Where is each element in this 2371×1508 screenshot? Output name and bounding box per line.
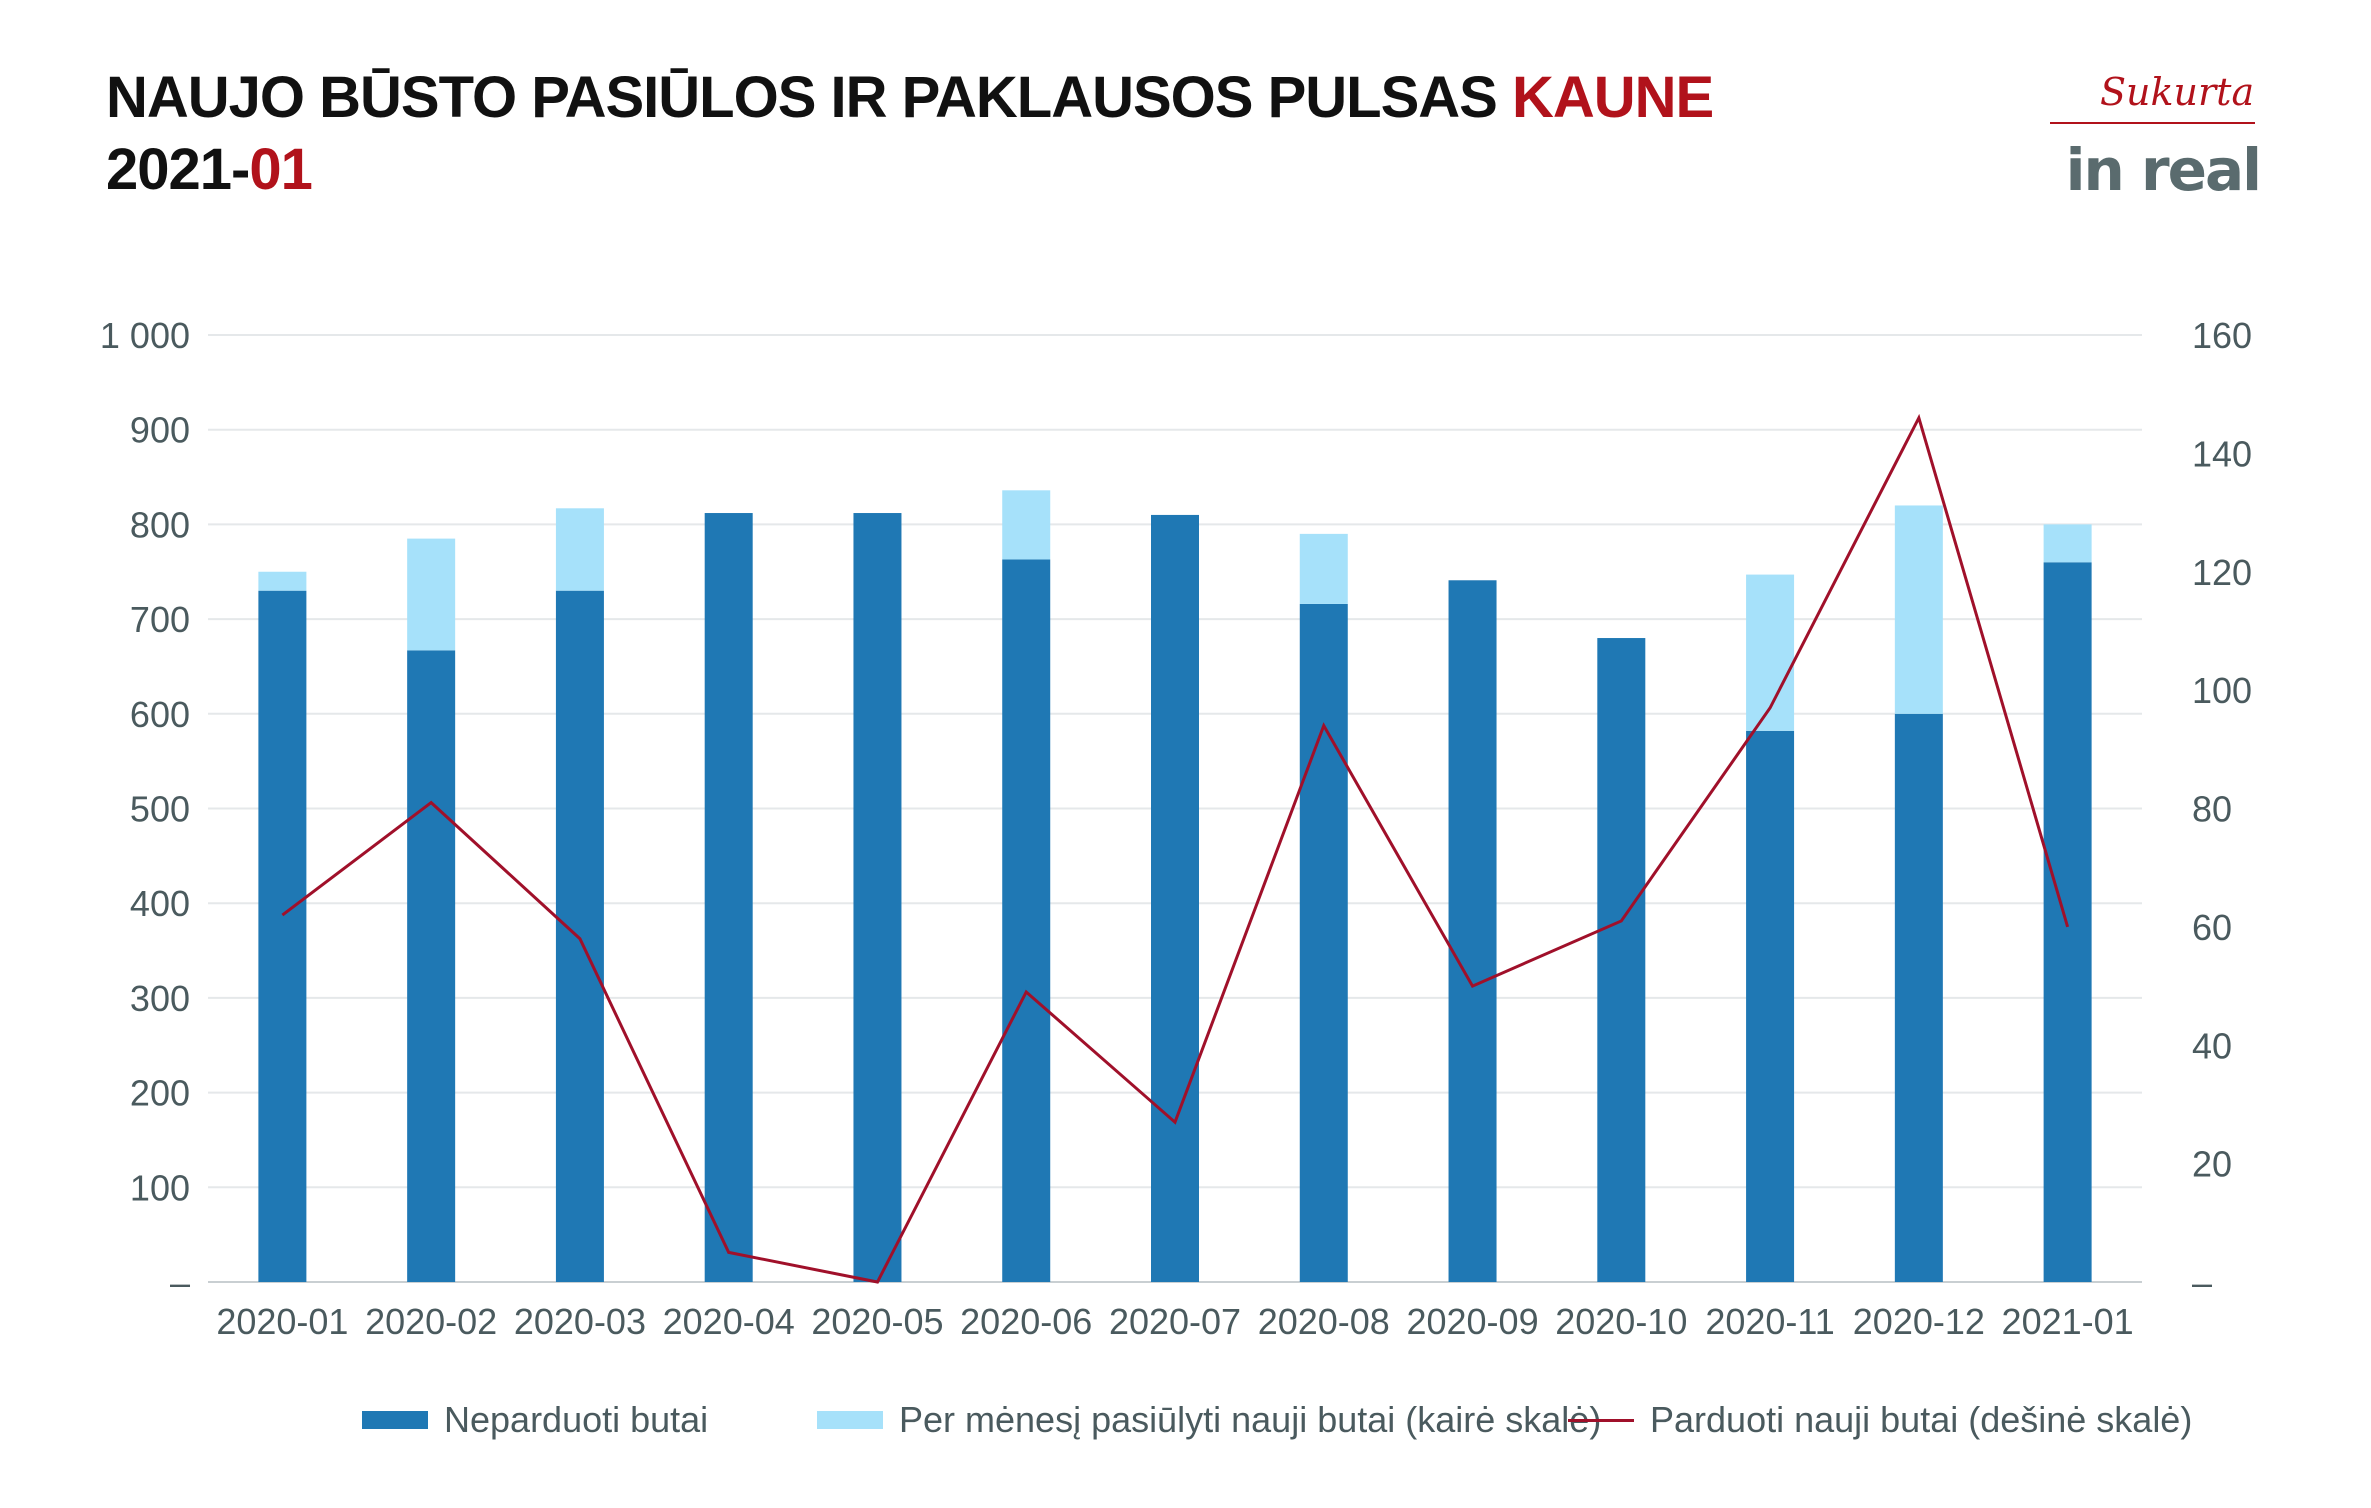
title-line-2: 2021-01 bbox=[106, 134, 1713, 206]
bar-offered bbox=[555, 508, 604, 591]
y-left-tick-label: 100 bbox=[130, 1167, 190, 1208]
bar-unsold bbox=[1597, 638, 1646, 1282]
axis-labels: – 100 200 300 400 500 600 700 800 900 1 000 – 20 40 60… bbox=[100, 315, 2252, 1342]
y-right-tick-label: 120 bbox=[2192, 552, 2252, 593]
legend-item-sold: Parduoti nauji butai (dešinė skalė) bbox=[1568, 1390, 2192, 1450]
x-tick-label: 2020-12 bbox=[1853, 1301, 1985, 1342]
bar-offered bbox=[1299, 533, 1348, 604]
x-tick-label: 2020-04 bbox=[663, 1301, 795, 1342]
legend-item-unsold: Neparduoti butai bbox=[362, 1390, 708, 1450]
x-tick-label: 2020-10 bbox=[1555, 1301, 1687, 1342]
sold-line-layer bbox=[281, 413, 2070, 1284]
y-left-tick-label: 600 bbox=[130, 694, 190, 735]
title-month: 01 bbox=[249, 137, 313, 202]
y-left-tick-label: 400 bbox=[130, 883, 190, 924]
x-tick-label: 2020-06 bbox=[960, 1301, 1092, 1342]
y-right-tick-label: 100 bbox=[2192, 670, 2252, 711]
y-left-tick-label: – bbox=[170, 1262, 190, 1303]
y-right-tick-label: 40 bbox=[2192, 1025, 2232, 1066]
x-tick-label: 2020-07 bbox=[1109, 1301, 1241, 1342]
x-tick-label: 2020-09 bbox=[1406, 1301, 1538, 1342]
legend-label-offered: Per mėnesį pasiūlyti nauji butai (kairė … bbox=[899, 1399, 1602, 1440]
bar-offered bbox=[1002, 490, 1051, 560]
y-left-tick-label: 1 000 bbox=[100, 315, 190, 356]
logo-wordmark: in real bbox=[2065, 136, 2262, 204]
bar-offered bbox=[258, 571, 307, 591]
y-left-tick-label: 300 bbox=[130, 978, 190, 1019]
bar-offered bbox=[407, 538, 456, 651]
y-left-tick-label: 900 bbox=[130, 410, 190, 451]
bar-unsold bbox=[1002, 559, 1051, 1282]
y-right-tick-label: 80 bbox=[2192, 789, 2232, 830]
title-city: KAUNE bbox=[1511, 65, 1714, 130]
y-left-tick-label: 500 bbox=[130, 789, 190, 830]
y-right-tick-label: – bbox=[2192, 1262, 2212, 1303]
x-tick-label: 2020-11 bbox=[1705, 1301, 1834, 1342]
x-tick-label: 2020-03 bbox=[514, 1301, 646, 1342]
y-right-tick-label: 140 bbox=[2192, 433, 2252, 474]
y-right-tick-label: 20 bbox=[2192, 1144, 2232, 1185]
bar-unsold bbox=[1448, 580, 1497, 1282]
bar-unsold bbox=[853, 513, 902, 1282]
bar-unsold bbox=[1746, 730, 1795, 1282]
y-right-tick-label: 60 bbox=[2192, 907, 2232, 948]
legend-label-unsold: Neparduoti butai bbox=[444, 1399, 709, 1440]
legend-swatch-sold bbox=[1568, 1418, 1634, 1422]
bar-unsold bbox=[1151, 514, 1199, 1282]
sold-line bbox=[281, 413, 2070, 1284]
legend-swatch-offered bbox=[817, 1411, 883, 1429]
x-tick-label: 2020-01 bbox=[216, 1301, 348, 1342]
logo-underline bbox=[2050, 122, 2255, 124]
bar-unsold bbox=[555, 590, 604, 1282]
bar-unsold bbox=[258, 590, 307, 1282]
bar-unsold bbox=[407, 650, 456, 1282]
page-title: NAUJO BŪSTO PASIŪLOS IR PAKLAUSOS PULSAS… bbox=[106, 62, 1714, 206]
y-left-tick-label: 200 bbox=[130, 1073, 190, 1114]
y-left-tick-label: 800 bbox=[130, 504, 190, 545]
y-right-tick-label: 160 bbox=[2192, 315, 2252, 356]
legend-swatch-unsold bbox=[362, 1411, 428, 1429]
bars bbox=[258, 490, 2092, 1282]
x-tick-label: 2020-08 bbox=[1258, 1301, 1390, 1342]
bar-offered bbox=[2043, 524, 2092, 563]
bar-unsold bbox=[704, 513, 753, 1282]
y-left-tick-label: 700 bbox=[130, 599, 190, 640]
logo-script: Sukurta bbox=[2100, 70, 2255, 114]
x-tick-label: 2020-05 bbox=[811, 1301, 943, 1342]
title-year: 2021- bbox=[106, 137, 250, 202]
inreal-logo: Sukurta in real bbox=[2040, 70, 2262, 210]
x-tick-label: 2020-02 bbox=[365, 1301, 497, 1342]
legend-label-sold: Parduoti nauji butai (dešinė skalė) bbox=[1650, 1399, 2193, 1440]
legend: Neparduoti butai Per mėnesį pasiūlyti na… bbox=[0, 1390, 2371, 1450]
legend-item-offered: Per mėnesį pasiūlyti nauji butai (kairė … bbox=[817, 1390, 1601, 1450]
title-text: NAUJO BŪSTO PASIŪLOS IR PAKLAUSOS PULSAS bbox=[106, 65, 1512, 130]
bar-unsold bbox=[1299, 603, 1348, 1282]
x-tick-label: 2021-01 bbox=[2002, 1301, 2134, 1342]
title-line-1: NAUJO BŪSTO PASIŪLOS IR PAKLAUSOS PULSAS… bbox=[106, 62, 1714, 134]
bar-unsold bbox=[1894, 713, 1943, 1282]
bar-offered bbox=[1894, 505, 1943, 714]
